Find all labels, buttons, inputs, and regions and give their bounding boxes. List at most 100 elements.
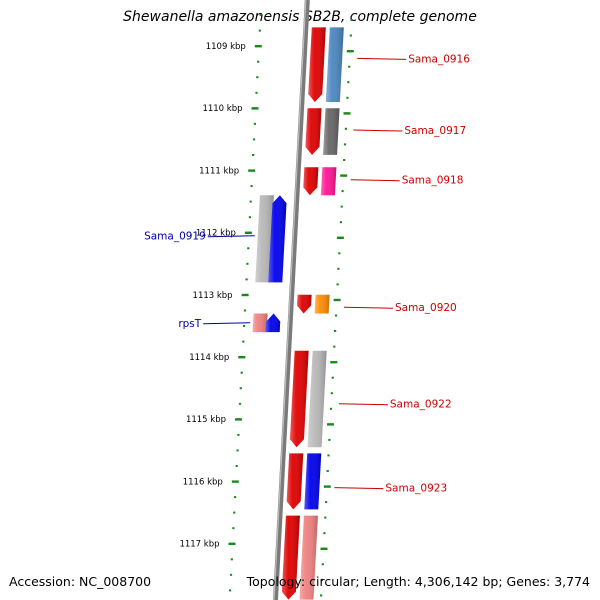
gene-leader-line (350, 179, 400, 182)
scale-tick-major (320, 547, 328, 550)
scale-tick-major (235, 418, 242, 421)
gene-label: Sama_0922 (390, 399, 452, 411)
scale-tick-minor (334, 314, 338, 317)
scale-tick-major (330, 361, 338, 364)
scale-tick-minor (341, 190, 344, 193)
scale-tick-minor (343, 143, 347, 146)
scale-tick-major (346, 50, 354, 53)
scale-tick-minor (339, 221, 342, 224)
scale-tick-minor (250, 185, 253, 188)
gene-leader-line (343, 306, 394, 309)
gene-label: Sama_0919 (144, 231, 206, 243)
gene-label: rpsT (178, 318, 201, 330)
scale-tick-minor (247, 247, 250, 250)
scale-tick-major (241, 293, 249, 297)
scale-tick-minor (229, 573, 233, 576)
cds-arrow-shading (268, 195, 287, 283)
scale-tick-minor (343, 159, 346, 161)
gene-leader-line (357, 57, 407, 60)
scale-tick-minor (329, 407, 333, 410)
scale-tick-minor (246, 262, 249, 265)
cds-arrow-shading (308, 27, 326, 102)
cog-bar-shading (323, 108, 340, 155)
scale-label: 1114 kbp (189, 353, 229, 363)
map-title: Shewanella amazonensis SB2B, complete ge… (123, 9, 477, 25)
scale-tick-minor (252, 138, 256, 141)
scale-tick-major (323, 485, 331, 488)
scale-tick-minor (238, 402, 242, 405)
scale-tick-major (327, 423, 334, 426)
scale-tick-minor (334, 330, 337, 332)
scale-tick-minor (349, 34, 352, 37)
scale-tick-major (231, 480, 239, 483)
gene-label: Sama_0916 (408, 53, 470, 65)
accession-text: Accession: NC_008700 (9, 574, 152, 589)
scale-tick-minor (330, 392, 333, 395)
scale-tick-minor (326, 470, 329, 472)
scale-tick-major (336, 236, 344, 239)
scale-tick-minor (237, 433, 240, 436)
cds-arrow-shading (281, 515, 300, 600)
scale-tick-major (343, 112, 351, 115)
scale-tick-minor (229, 589, 232, 592)
scale-tick-minor (232, 527, 235, 530)
gene-label: Sama_0917 (404, 125, 466, 137)
scale-label: 1109 kbp (206, 42, 246, 52)
scale-tick-minor (336, 283, 339, 286)
scale-tick-minor (256, 76, 259, 79)
scale-tick-major (238, 356, 246, 359)
scale-label: 1115 kbp (186, 415, 226, 425)
cds-arrow-shading (289, 350, 309, 448)
gene-leader-line (203, 322, 251, 325)
gene-label: Sama_0923 (385, 483, 447, 495)
cog-bar-shading (314, 294, 330, 314)
scale-tick-major (244, 231, 252, 234)
scale-tick-minor (255, 91, 258, 94)
scale-label: 1112 kbp (196, 229, 236, 239)
cog-bar-shading (299, 515, 318, 600)
scale-tick-major (248, 169, 256, 172)
scale-tick-minor (347, 81, 350, 84)
scale-tick-minor (243, 309, 247, 312)
scale-tick-minor (320, 594, 323, 597)
scale-tick-minor (235, 465, 238, 467)
scale-tick-minor (321, 563, 324, 566)
scale-tick-major (333, 298, 341, 302)
scale-label: 1117 kbp (179, 540, 219, 550)
scale-tick-minor (253, 122, 256, 125)
scale-tick-major (251, 107, 259, 110)
scale-tick-minor (328, 438, 331, 441)
scale-tick-minor (257, 60, 260, 63)
gene-label: Sama_0918 (402, 175, 464, 187)
gene-label: Sama_0920 (395, 302, 457, 314)
scale-tick-minor (248, 216, 251, 219)
scale-tick-minor (331, 376, 334, 379)
scale-tick-minor (252, 154, 255, 156)
genome-summary-text: Topology: circular; Length: 4,306,142 bp… (246, 574, 590, 589)
scale-tick-minor (340, 205, 343, 208)
gene-leader-line (353, 129, 403, 132)
cog-bar-shading (307, 350, 327, 448)
scale-label: 1113 kbp (193, 291, 233, 301)
scale-tick-minor (234, 496, 237, 499)
scale-tick-minor (346, 96, 349, 99)
scale-label: 1116 kbp (183, 477, 223, 487)
scale-tick-minor (233, 511, 236, 514)
scale-tick-minor (350, 19, 353, 21)
scale-tick-major (228, 542, 236, 545)
cog-bar-shading (255, 195, 274, 283)
scale-tick-minor (325, 501, 328, 504)
cog-bar-shading (304, 453, 322, 510)
cds-arrow-shading (265, 313, 281, 333)
gene-leader-line (207, 235, 255, 238)
genome-backbone-highlight (273, 0, 307, 600)
cds-arrow-shading (303, 167, 319, 196)
scale-tick-minor (348, 65, 351, 68)
scale-tick-minor (249, 200, 252, 203)
scale-tick-minor (245, 278, 248, 281)
scale-tick-major (340, 174, 348, 177)
scale-tick-minor (320, 578, 324, 581)
scale-tick-minor (323, 532, 326, 535)
